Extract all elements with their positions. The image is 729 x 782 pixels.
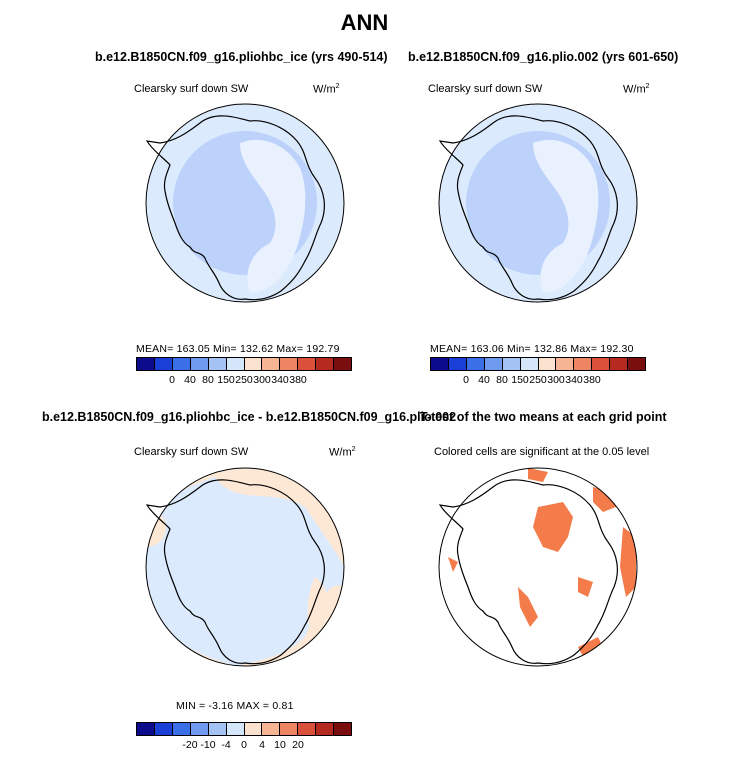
colorbar-swatch [226, 358, 245, 370]
colorbar-swatch [244, 358, 263, 370]
panel4-map [438, 467, 638, 667]
panel3-map [145, 467, 345, 667]
colorbar-swatch [484, 358, 503, 370]
colorbar-swatch [448, 358, 467, 370]
colorbar-swatch [280, 723, 299, 735]
colorbar-tick-label: 380 [583, 374, 601, 386]
colorbar-tick-label: 0 [463, 374, 469, 386]
colorbar-swatch [262, 358, 281, 370]
panel3-colorbar [136, 722, 352, 736]
panel4-variable: Colored cells are significant at the 0.0… [434, 446, 650, 458]
colorbar-tick-label: 20 [292, 739, 304, 751]
panel3-variable: Clearsky surf down SW [134, 446, 249, 458]
colorbar-tick-label: 80 [496, 374, 508, 386]
colorbar-tick-label: 150 [511, 374, 529, 386]
colorbar-tick-label: 4 [259, 739, 265, 751]
colorbar-swatch [208, 358, 227, 370]
colorbar-swatch [154, 358, 173, 370]
colorbar-swatch [334, 358, 352, 370]
colorbar-tick-label: 80 [202, 374, 214, 386]
panel1-stats: MEAN= 163.05 Min= 132.62 Max= 192.79 [136, 343, 340, 355]
colorbar-tick-label: 150 [217, 374, 235, 386]
colorbar-swatch [316, 358, 335, 370]
colorbar-swatch [316, 723, 335, 735]
colorbar-swatch [298, 358, 317, 370]
panel1-title: b.e12.B1850CN.f09_g16.pliohbc_ice (yrs 4… [95, 50, 388, 64]
colorbar-swatch [226, 723, 245, 735]
panel1-units: W/m2 [313, 83, 340, 96]
colorbar-swatch [592, 358, 611, 370]
panel2-units: W/m2 [623, 83, 650, 96]
panel2-stats: MEAN= 163.06 Min= 132.86 Max= 192.30 [430, 343, 634, 355]
colorbar-swatch [172, 723, 191, 735]
colorbar-tick-label: 380 [289, 374, 307, 386]
colorbar-swatch [610, 358, 629, 370]
colorbar-swatch [466, 358, 485, 370]
panel1-map [145, 103, 345, 303]
colorbar-swatch [137, 723, 155, 735]
colorbar-swatch [190, 723, 209, 735]
colorbar-swatch [520, 358, 539, 370]
panel3-units: W/m2 [329, 446, 356, 459]
colorbar-tick-label: 340 [565, 374, 583, 386]
panel2-map [438, 103, 638, 303]
colorbar-swatch [298, 723, 317, 735]
colorbar-tick-label: 250 [529, 374, 547, 386]
colorbar-tick-label: 340 [271, 374, 289, 386]
main-title: ANN [340, 10, 389, 35]
panel3-stats: MIN = -3.16 MAX = 0.81 [176, 700, 294, 712]
panel2-colorbar [430, 357, 646, 371]
colorbar-tick-label: -10 [200, 739, 216, 751]
colorbar-tick-label: 40 [478, 374, 490, 386]
colorbar-swatch [556, 358, 575, 370]
colorbar-swatch [154, 723, 173, 735]
colorbar-tick-label: 300 [253, 374, 271, 386]
panel1-variable: Clearsky surf down SW [134, 83, 249, 95]
colorbar-swatch [190, 358, 209, 370]
colorbar-swatch [502, 358, 521, 370]
colorbar-tick-label: -4 [221, 739, 231, 751]
colorbar-swatch [538, 358, 557, 370]
colorbar-swatch [431, 358, 449, 370]
colorbar-swatch [334, 723, 352, 735]
colorbar-swatch [208, 723, 227, 735]
panel2-title: b.e12.B1850CN.f09_g16.plio.002 (yrs 601-… [408, 50, 679, 64]
panel2-variable: Clearsky surf down SW [428, 83, 543, 95]
colorbar-swatch [262, 723, 281, 735]
colorbar-swatch [244, 723, 263, 735]
colorbar-swatch [137, 358, 155, 370]
panel1-colorbar [136, 357, 352, 371]
colorbar-tick-label: 0 [169, 374, 175, 386]
colorbar-swatch [172, 358, 191, 370]
colorbar-swatch [280, 358, 299, 370]
panel4-title: T-test of the two means at each grid poi… [420, 410, 667, 424]
colorbar-tick-label: 10 [274, 739, 286, 751]
panel3-title: b.e12.B1850CN.f09_g16.pliohbc_ice - b.e1… [42, 410, 457, 424]
colorbar-tick-label: -20 [182, 739, 198, 751]
colorbar-tick-label: 0 [241, 739, 247, 751]
colorbar-tick-label: 300 [547, 374, 565, 386]
colorbar-swatch [628, 358, 646, 370]
colorbar-tick-label: 40 [184, 374, 196, 386]
colorbar-tick-label: 250 [235, 374, 253, 386]
colorbar-swatch [574, 358, 593, 370]
